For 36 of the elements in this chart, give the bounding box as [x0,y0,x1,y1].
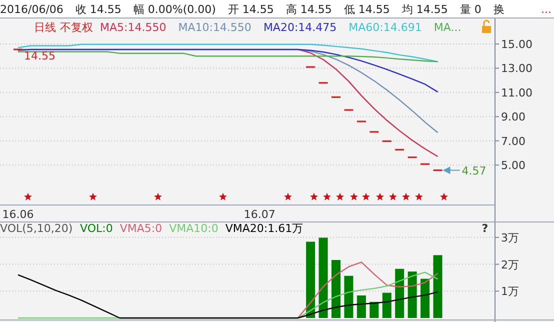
annotation: 14.55 [24,49,56,62]
text: 均 14.55 [400,3,448,16]
annotation: 4.57 [462,164,486,178]
x-tick-label: 16.06 [2,208,34,221]
annotation: 日线 [34,21,56,34]
y-tick-label: 3万 [501,231,519,244]
text: 量 0 [460,3,482,16]
y-tick-label: 2万 [501,258,519,272]
y-tick-label: 1万 [501,285,519,298]
text: 收 14.55 [75,3,122,16]
text: VOL:0 [80,222,113,235]
chart-title: VOL(5,10,20) [0,222,73,235]
text: 换 [493,3,504,16]
annotation: ? [482,222,488,235]
series-label: MA20:14.475 [263,21,337,34]
annotation: 不复权 [60,21,93,34]
text: VMA5:0 [120,222,162,235]
text: 幅 0.00%(0.00) [133,3,216,16]
text: VMA10:0 [169,222,218,235]
text: 2016/06/06 [0,3,64,16]
series-label: MA10:14.550 [178,21,252,34]
y-tick-label: 13.00 [501,62,532,76]
y-tick-label: 15.00 [501,38,532,52]
text: MA... [434,21,462,34]
text: VMA20:1.61万 [225,222,304,235]
text: 高 14.55 [286,3,332,16]
text: 开 14.55 [228,3,274,16]
text: ... [541,3,552,16]
text: MA5:14.550 [100,21,166,34]
series-label: MA60:14.691 [348,21,422,34]
text: 低 14.55 [344,3,390,16]
x-tick-label: 16.07 [244,208,276,221]
y-tick-label: 5.00 [501,159,526,172]
y-tick-label: 9.00 [501,110,526,124]
y-tick-label: 7.00 [501,134,526,148]
y-tick-label: 11.00 [501,86,532,100]
